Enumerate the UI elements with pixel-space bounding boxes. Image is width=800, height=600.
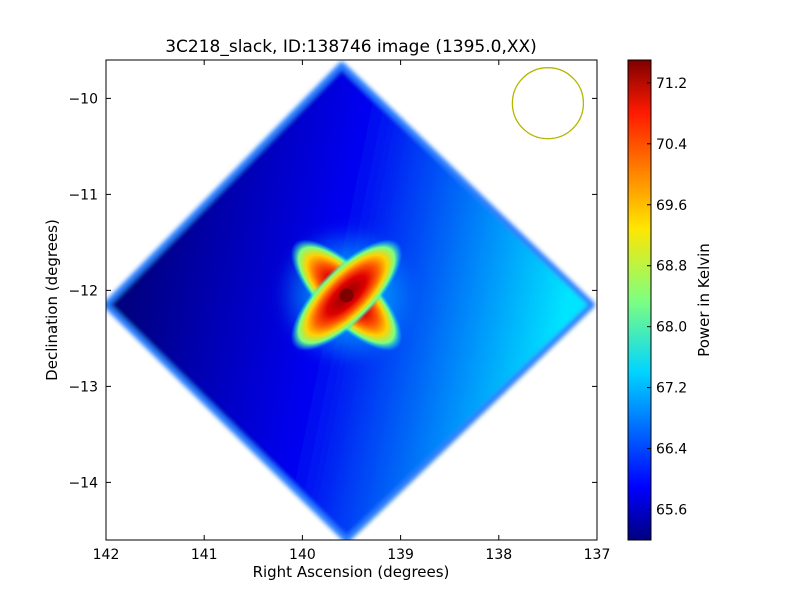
y-tick-label: −11 — [68, 187, 98, 203]
y-tick-label: −14 — [68, 475, 98, 491]
colorbar-ticks: 65.6 66.4 67.2 68.0 68.8 69.6 70.4 71.2 — [647, 76, 687, 519]
x-tick-label: 137 — [584, 547, 611, 563]
y-tick-label: −12 — [68, 283, 98, 299]
plot-frame — [105, 59, 598, 541]
beam-circle — [511, 67, 585, 140]
x-tick-label: 138 — [485, 547, 512, 563]
y-tick-label: −13 — [68, 379, 98, 395]
colorbar-tick-label: 68.0 — [656, 320, 687, 336]
sky-map — [106, 61, 596, 540]
colorbar-tick-label: 70.4 — [656, 137, 687, 153]
source-peak — [339, 288, 354, 303]
x-tick-label: 140 — [289, 547, 316, 563]
colorbar-tick-label: 66.4 — [656, 442, 687, 458]
colorbar-tick-label: 65.6 — [656, 503, 687, 519]
chart-title: 3C218_slack, ID:138746 image (1395.0,XX) — [165, 37, 537, 57]
x-tick-label: 139 — [387, 547, 414, 563]
colorbar — [627, 59, 652, 541]
y-tick-label: −10 — [68, 91, 98, 107]
colorbar-label: Power in Kelvin — [695, 243, 713, 357]
x-axis-ticks: 142 141 140 139 138 137 — [93, 60, 611, 563]
y-axis-label: Declination (degrees) — [43, 219, 61, 381]
colorbar-tick-label: 71.2 — [656, 76, 687, 92]
colorbar-tick-label: 67.2 — [656, 381, 687, 397]
x-tick-label: 141 — [191, 547, 218, 563]
colorbar-tick-label: 68.8 — [656, 259, 687, 275]
y-axis-ticks: −10 −11 −12 −13 −14 — [68, 91, 597, 491]
colorbar-tick-label: 69.6 — [656, 198, 687, 214]
x-tick-label: 142 — [93, 547, 120, 563]
x-axis-label: Right Ascension (degrees) — [253, 563, 450, 581]
